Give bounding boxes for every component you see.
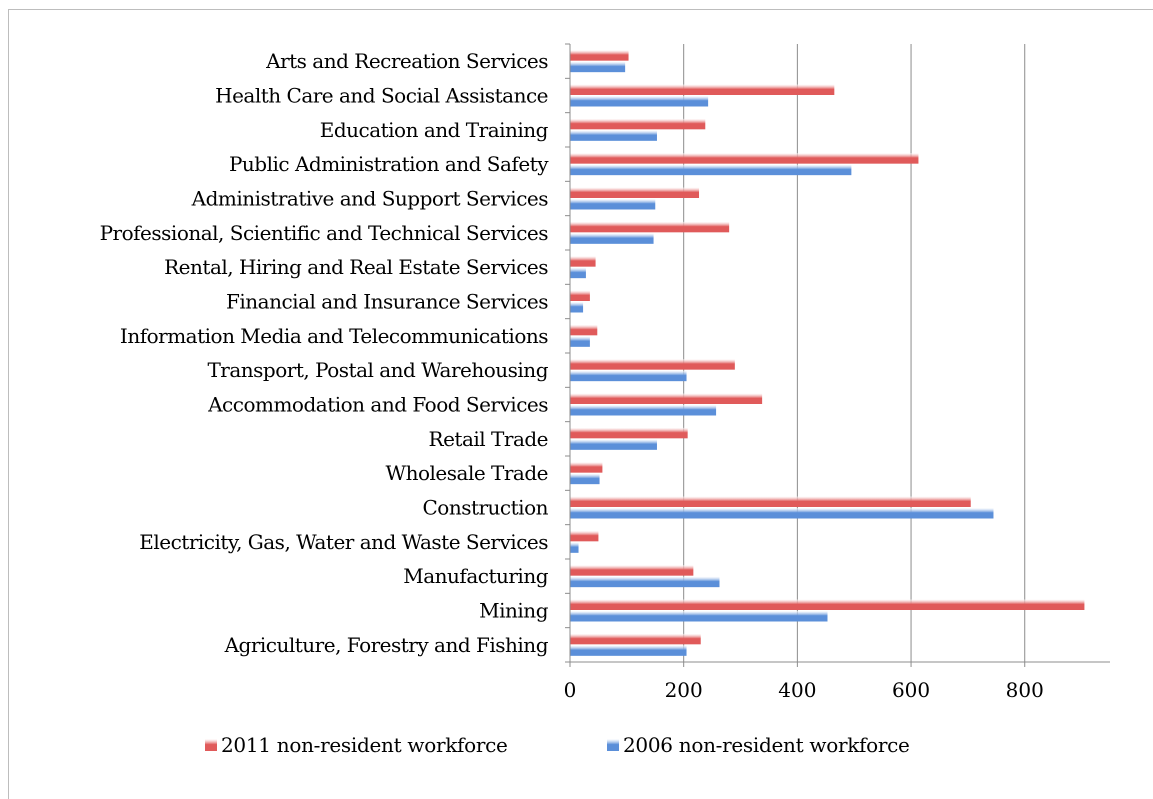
category-label: Mining: [479, 599, 549, 623]
bar-2006: [570, 645, 687, 656]
category-label: Administrative and Support Services: [191, 187, 549, 211]
chart-frame: [8, 9, 1153, 799]
bar-2011: [570, 427, 688, 439]
bar-2006: [570, 370, 687, 382]
bar-2011: [570, 462, 603, 473]
category-label: Retail Trade: [429, 427, 548, 451]
category-label: Professional, Scientific and Technical S…: [100, 221, 549, 245]
bar-2006: [570, 164, 852, 176]
category-label: Health Care and Social Assistance: [215, 84, 548, 108]
category-label: Rental, Hiring and Real Estate Services: [164, 255, 548, 279]
category-label: Accommodation and Food Services: [207, 393, 548, 417]
category-label: Wholesale Trade: [386, 461, 548, 485]
bar-2011: [570, 530, 599, 542]
bar-2006: [570, 542, 579, 553]
bar-2006: [570, 233, 654, 244]
tick-labels: 0 200 400 600 800: [564, 678, 1044, 702]
bar-2011: [570, 50, 629, 61]
bar-2011: [570, 359, 735, 370]
bar-2006: [570, 439, 657, 450]
bar-2011: [570, 187, 700, 198]
bar-2006: [570, 267, 586, 279]
bar-2006: [570, 199, 656, 210]
legend-label: 2006 non-resident workforce: [623, 733, 910, 757]
bar-2006: [570, 405, 717, 416]
bar-2011: [570, 324, 598, 336]
legend-swatch: [607, 739, 619, 751]
x-tick-label: 600: [892, 678, 930, 702]
category-label: Public Administration and Safety: [229, 152, 549, 176]
category-label: Arts and Recreation Services: [265, 49, 548, 73]
bar-2011: [570, 256, 596, 267]
bar-2011: [570, 290, 590, 301]
bar-2011: [570, 496, 971, 507]
category-label: Information Media and Telecommunications: [120, 324, 548, 348]
category-label: Education and Training: [320, 118, 549, 142]
category-label: Agriculture, Forestry and Fishing: [224, 633, 549, 657]
x-tick-label: 400: [778, 678, 816, 702]
bar-2011: [570, 565, 694, 576]
axes: [565, 43, 1110, 667]
category-label: Transport, Postal and Warehousing: [207, 358, 548, 382]
x-tick-label: 800: [1006, 678, 1044, 702]
bar-2006: [570, 611, 828, 622]
legend-label: 2011 non-resident workforce: [221, 733, 508, 757]
bar-2011: [570, 84, 835, 95]
x-tick-label: 200: [665, 678, 703, 702]
bar-2011: [570, 393, 763, 404]
category-label: Electricity, Gas, Water and Waste Servic…: [139, 530, 548, 554]
bar-2011: [570, 221, 730, 233]
category-label: Financial and Insurance Services: [226, 290, 548, 314]
bar-2006: [570, 61, 626, 73]
bar-2011: [570, 153, 919, 164]
bar-2006: [570, 473, 600, 485]
bar-2011: [570, 118, 706, 130]
bar-2006: [570, 508, 994, 519]
bar-2011: [570, 599, 1085, 610]
bar-2006: [570, 576, 720, 588]
category-labels: Arts and Recreation Services Health Care …: [100, 49, 550, 657]
x-tick-label: 0: [564, 678, 577, 702]
legend: 2011 non-resident workforce 2006 non-resi…: [205, 733, 910, 757]
bars: [570, 50, 1085, 656]
gridlines: [683, 44, 1026, 662]
category-label: Construction: [422, 496, 548, 520]
bar-2006: [570, 96, 709, 107]
category-label: Manufacturing: [403, 564, 548, 588]
legend-swatch: [205, 739, 217, 751]
bar-2006: [570, 336, 590, 347]
bar-2006: [570, 302, 584, 313]
bar-2011: [570, 633, 701, 645]
bar-2006: [570, 130, 657, 141]
